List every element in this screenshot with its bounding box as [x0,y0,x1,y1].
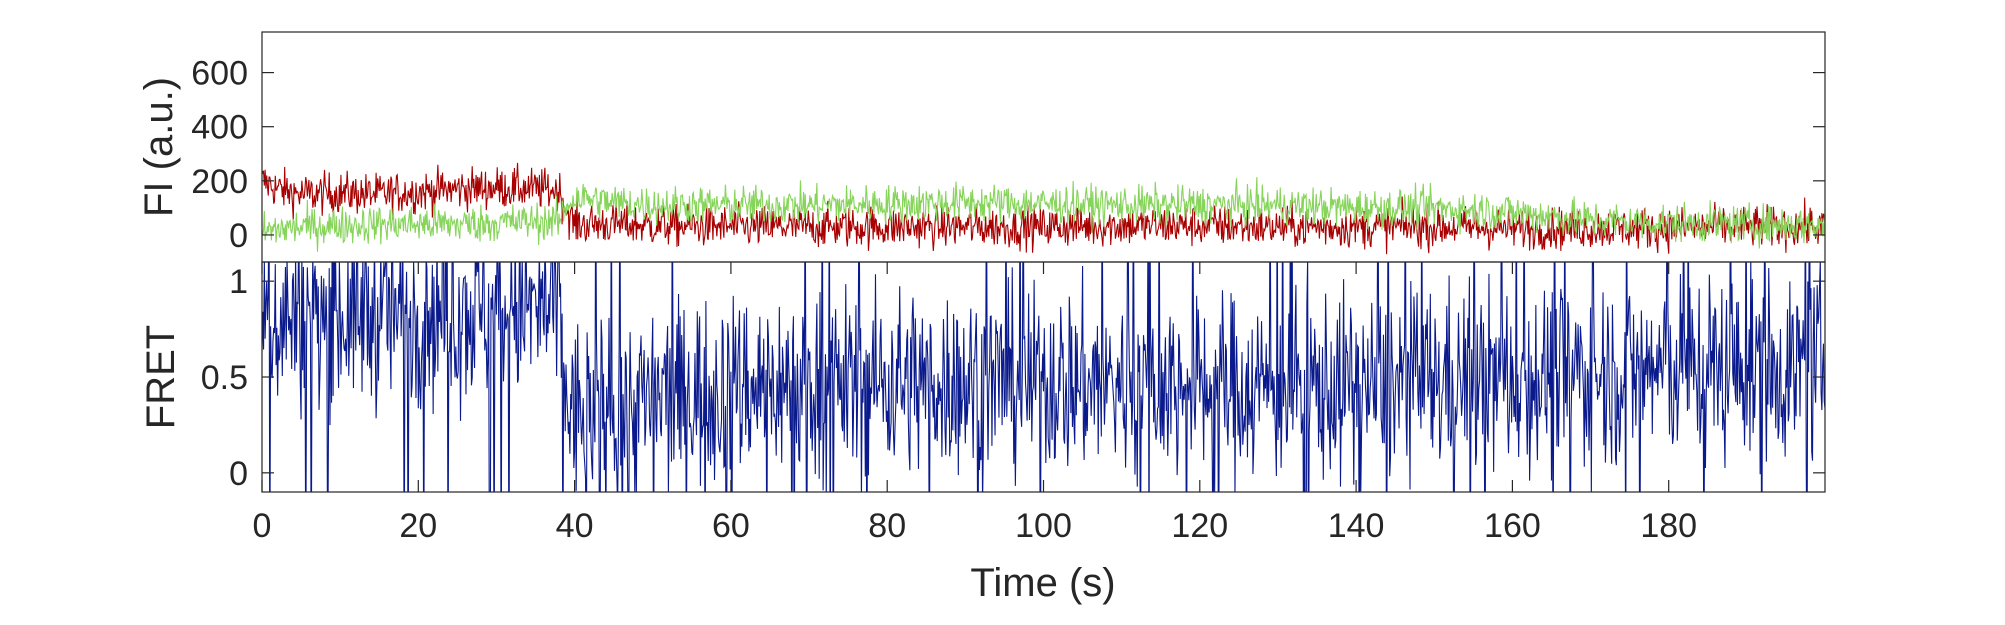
fret-series-line-0 [262,262,1825,492]
x-tick-label: 100 [1015,507,1072,545]
fret-y-axis-label: FRET [139,325,183,429]
fret-series-group [262,262,1825,492]
fret-y-ticks: 00.51 [201,263,1825,493]
y-tick-label: 200 [191,163,248,201]
x-tick-label: 120 [1171,507,1228,545]
x-tick-label: 40 [556,507,594,545]
y-tick-label: 600 [191,55,248,93]
y-tick-label: 0 [229,217,248,255]
x-tick-label: 20 [399,507,437,545]
x-tick-label: 60 [712,507,750,545]
y-tick-label: 0.5 [201,359,248,397]
time-x-axis-label: Time (s) [970,561,1115,605]
fluorescence-y-ticks: 0 200 400 600 [191,55,1825,255]
x-tick-label: 160 [1484,507,1541,545]
fluorescence-series-line-0 [262,162,1825,255]
fluorescence-y-axis-label: FI (a.u.) [137,77,181,217]
x-tick-label: 80 [868,507,906,545]
time-x-ticks: 0 20 40 60 80 100 120 140 160 180 [253,262,1697,545]
y-tick-label: 1 [229,263,248,301]
fluorescence-series-group [262,162,1825,255]
y-tick-label: 400 [191,109,248,147]
x-tick-label: 140 [1328,507,1385,545]
fluorescence-panel: 0 200 400 600 FI (a.u.) [137,31,1826,263]
y-tick-label: 0 [229,455,248,493]
x-tick-label: 180 [1640,507,1697,545]
fluorescence-series-line-1 [262,177,1825,252]
x-tick-label: 0 [253,507,272,545]
fret-panel: 00.51 0 20 40 60 80 100 120 140 160 180 FRET Time… [139,261,1826,605]
